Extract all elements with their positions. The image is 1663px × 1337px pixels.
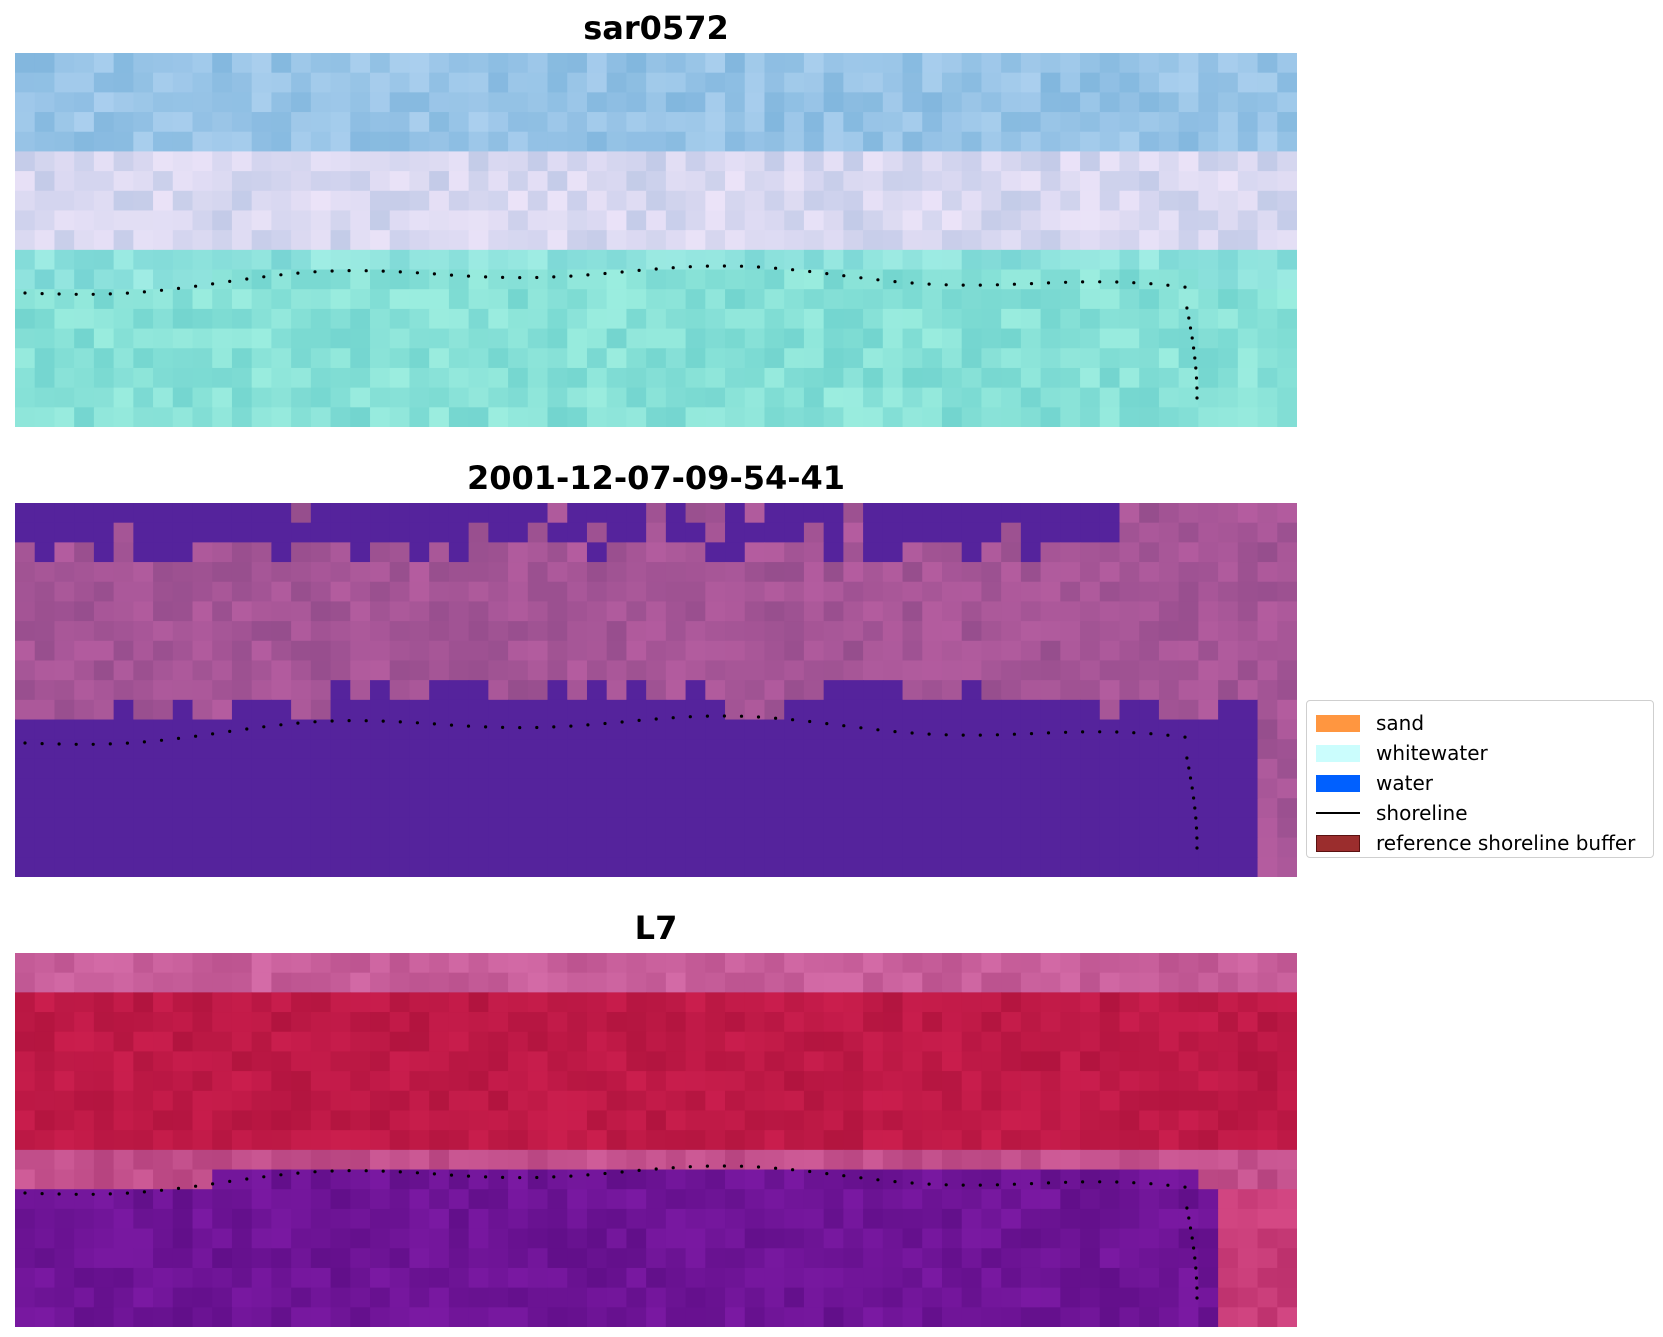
legend-label: whitewater [1376,741,1488,765]
satellite-image-rgb [15,53,1297,427]
panel-title-3: L7 [634,909,678,947]
legend: sand whitewater water shoreline referenc… [1306,700,1654,858]
legend-item-water: water [1315,768,1645,798]
shoreline-line-icon [1316,812,1360,814]
legend-item-shoreline: shoreline [1315,798,1645,828]
legend-label: reference shoreline buffer [1376,831,1636,855]
whitewater-swatch-icon [1316,744,1360,762]
legend-item-reference-shoreline-buffer: reference shoreline buffer [1315,828,1645,858]
index-image [15,953,1297,1327]
water-swatch-icon [1316,774,1360,792]
legend-label: sand [1376,711,1425,735]
panel-title-2: 2001-12-07-09-54-41 [466,459,846,497]
buffer-swatch-icon [1316,834,1360,852]
sand-swatch-icon [1316,714,1360,732]
legend-item-sand: sand [1315,708,1645,738]
panel-title-1: sar0572 [583,9,729,47]
legend-label: shoreline [1376,801,1468,825]
legend-label: water [1376,771,1433,795]
classified-image [15,503,1297,877]
legend-item-whitewater: whitewater [1315,738,1645,768]
